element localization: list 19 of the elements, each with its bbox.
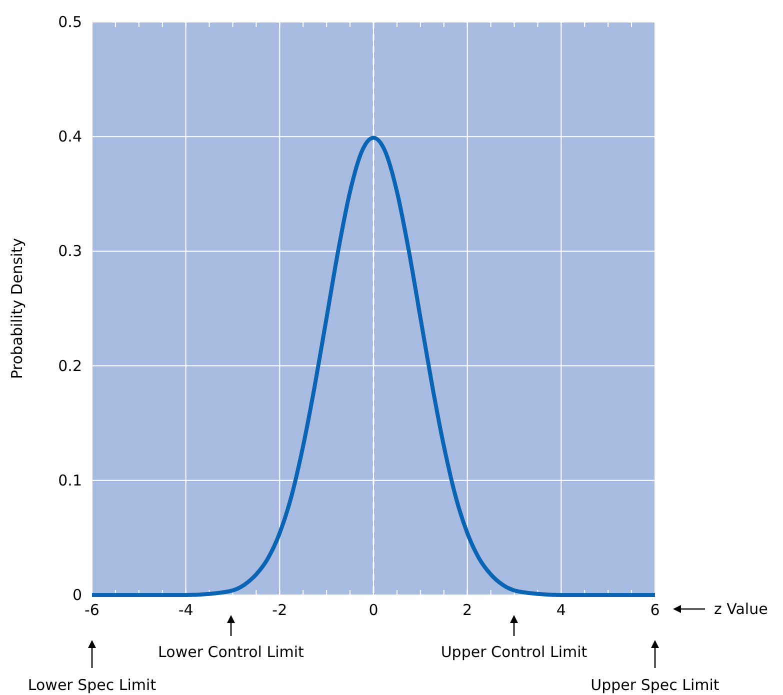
text: Upper Control Limit [440, 643, 588, 661]
text: Lower Spec Limit [28, 676, 156, 694]
text: Upper Spec Limit [590, 676, 720, 694]
x-tick-label: 4 [556, 601, 566, 619]
x-tick-label: -2 [272, 601, 288, 619]
y-axis-title: Probability Density [8, 238, 26, 380]
x-axis-title: z Value [714, 600, 768, 618]
x-tick-label: -4 [178, 601, 194, 619]
x-tick-label: 6 [650, 601, 660, 619]
y-tick-label: 0.4 [58, 128, 82, 146]
y-tick-label: 0.2 [58, 356, 82, 375]
x-tick-label: -6 [84, 601, 100, 619]
y-tick-label: 0.1 [58, 471, 82, 490]
x-tick-label: 0 [368, 601, 378, 619]
y-tick-label: 0.3 [58, 242, 82, 260]
y-tick-label: 0 [72, 586, 82, 604]
text: Lower Control Limit [158, 643, 304, 661]
y-tick-label: 0.5 [58, 13, 82, 31]
x-tick-label: 2 [462, 601, 472, 619]
